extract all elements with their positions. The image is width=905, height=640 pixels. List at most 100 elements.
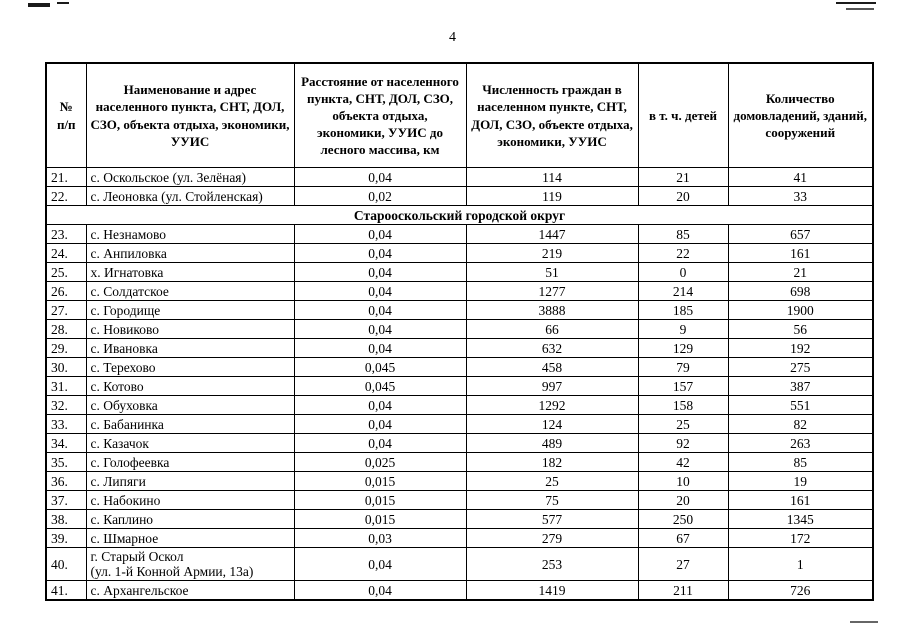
cell-population: 124: [465, 414, 639, 434]
cell-population: 219: [465, 243, 639, 263]
cell-name: с. Солдатское: [85, 281, 295, 301]
cell-num: 38.: [45, 509, 87, 529]
cell-children: 157: [637, 376, 729, 396]
cell-name: с. Незнамово: [85, 224, 295, 244]
scan-artifact: [836, 2, 876, 4]
scan-artifact: [28, 3, 50, 7]
cell-distance: 0,02: [293, 186, 467, 206]
cell-name: с. Леоновка (ул. Стойленская): [85, 186, 295, 206]
cell-name: с. Каплино: [85, 509, 295, 529]
table-row: 26. с. Солдатское 0,04 1277 214 698: [45, 281, 874, 301]
section-row: Старооскольский городской округ: [45, 205, 874, 225]
cell-buildings: 56: [727, 319, 874, 339]
cell-num: 29.: [45, 338, 87, 358]
cell-buildings: 387: [727, 376, 874, 396]
cell-num: 30.: [45, 357, 87, 377]
cell-distance: 0,045: [293, 357, 467, 377]
cell-children: 42: [637, 452, 729, 472]
cell-population: 458: [465, 357, 639, 377]
column-header-population: Численность граждан в населенном пункте,…: [465, 62, 639, 168]
cell-children: 85: [637, 224, 729, 244]
scan-artifact: [850, 621, 878, 623]
cell-num: 41.: [45, 580, 87, 601]
table-row: 34. с. Казачок 0,04 489 92 263: [45, 433, 874, 453]
column-header-name: Наименование и адрес населенного пункта,…: [85, 62, 295, 168]
cell-num: 35.: [45, 452, 87, 472]
cell-name: с. Архангельское: [85, 580, 295, 601]
table-row: 38. с. Каплино 0,015 577 250 1345: [45, 509, 874, 529]
cell-name: с. Обуховка: [85, 395, 295, 415]
scan-artifact: [846, 8, 874, 10]
cell-buildings: 192: [727, 338, 874, 358]
cell-num: 34.: [45, 433, 87, 453]
cell-name: с. Шмарное: [85, 528, 295, 548]
cell-distance: 0,015: [293, 509, 467, 529]
cell-population: 279: [465, 528, 639, 548]
cell-distance: 0,045: [293, 376, 467, 396]
cell-name: с. Котово: [85, 376, 295, 396]
cell-num: 22.: [45, 186, 87, 206]
cell-buildings: 551: [727, 395, 874, 415]
table-row: 22. с. Леоновка (ул. Стойленская) 0,02 119 2…: [45, 186, 874, 206]
cell-distance: 0,04: [293, 167, 467, 187]
cell-buildings: 172: [727, 528, 874, 548]
cell-name: с. Липяги: [85, 471, 295, 491]
cell-name: с. Бабанинка: [85, 414, 295, 434]
cell-name: с. Терехово: [85, 357, 295, 377]
cell-num: 33.: [45, 414, 87, 434]
cell-distance: 0,03: [293, 528, 467, 548]
cell-children: 27: [637, 547, 729, 581]
cell-population: 632: [465, 338, 639, 358]
settlements-table: № п/п Наименование и адрес населенного п…: [45, 62, 874, 601]
cell-children: 79: [637, 357, 729, 377]
cell-children: 92: [637, 433, 729, 453]
cell-buildings: 41: [727, 167, 874, 187]
cell-name: с. Новиково: [85, 319, 295, 339]
cell-children: 25: [637, 414, 729, 434]
cell-population: 66: [465, 319, 639, 339]
cell-num: 28.: [45, 319, 87, 339]
cell-num: 27.: [45, 300, 87, 320]
table-row: 40. г. Старый Оскол (ул. 1-й Конной Армии…: [45, 547, 874, 581]
cell-num: 21.: [45, 167, 87, 187]
cell-children: 214: [637, 281, 729, 301]
cell-name: с. Ивановка: [85, 338, 295, 358]
cell-population: 75: [465, 490, 639, 510]
table-body: 21. с. Оскольское (ул. Зелёная) 0,04 114 21 4…: [45, 167, 874, 601]
cell-children: 185: [637, 300, 729, 320]
cell-num: 40.: [45, 547, 87, 581]
cell-num: 26.: [45, 281, 87, 301]
cell-children: 0: [637, 262, 729, 282]
cell-buildings: 19: [727, 471, 874, 491]
table-row: 23. с. Незнамово 0,04 1447 85 657: [45, 224, 874, 244]
cell-population: 1419: [465, 580, 639, 601]
cell-distance: 0,025: [293, 452, 467, 472]
cell-buildings: 726: [727, 580, 874, 601]
cell-population: 182: [465, 452, 639, 472]
cell-population: 1277: [465, 281, 639, 301]
cell-children: 67: [637, 528, 729, 548]
cell-name: с. Казачок: [85, 433, 295, 453]
cell-buildings: 161: [727, 243, 874, 263]
column-header-buildings: Количество домовладений, зданий, сооруже…: [727, 62, 874, 168]
cell-distance: 0,04: [293, 395, 467, 415]
cell-population: 577: [465, 509, 639, 529]
cell-num: 24.: [45, 243, 87, 263]
table-row: 21. с. Оскольское (ул. Зелёная) 0,04 114 21 4…: [45, 167, 874, 187]
cell-children: 9: [637, 319, 729, 339]
column-header-num: № п/п: [45, 62, 87, 168]
cell-distance: 0,04: [293, 243, 467, 263]
cell-population: 1447: [465, 224, 639, 244]
cell-num: 31.: [45, 376, 87, 396]
cell-buildings: 657: [727, 224, 874, 244]
cell-name: с. Набокино: [85, 490, 295, 510]
cell-population: 119: [465, 186, 639, 206]
cell-population: 997: [465, 376, 639, 396]
scan-artifact: [57, 2, 69, 4]
cell-population: 3888: [465, 300, 639, 320]
cell-distance: 0,04: [293, 547, 467, 581]
cell-distance: 0,04: [293, 338, 467, 358]
cell-children: 10: [637, 471, 729, 491]
cell-name: с. Анпиловка: [85, 243, 295, 263]
